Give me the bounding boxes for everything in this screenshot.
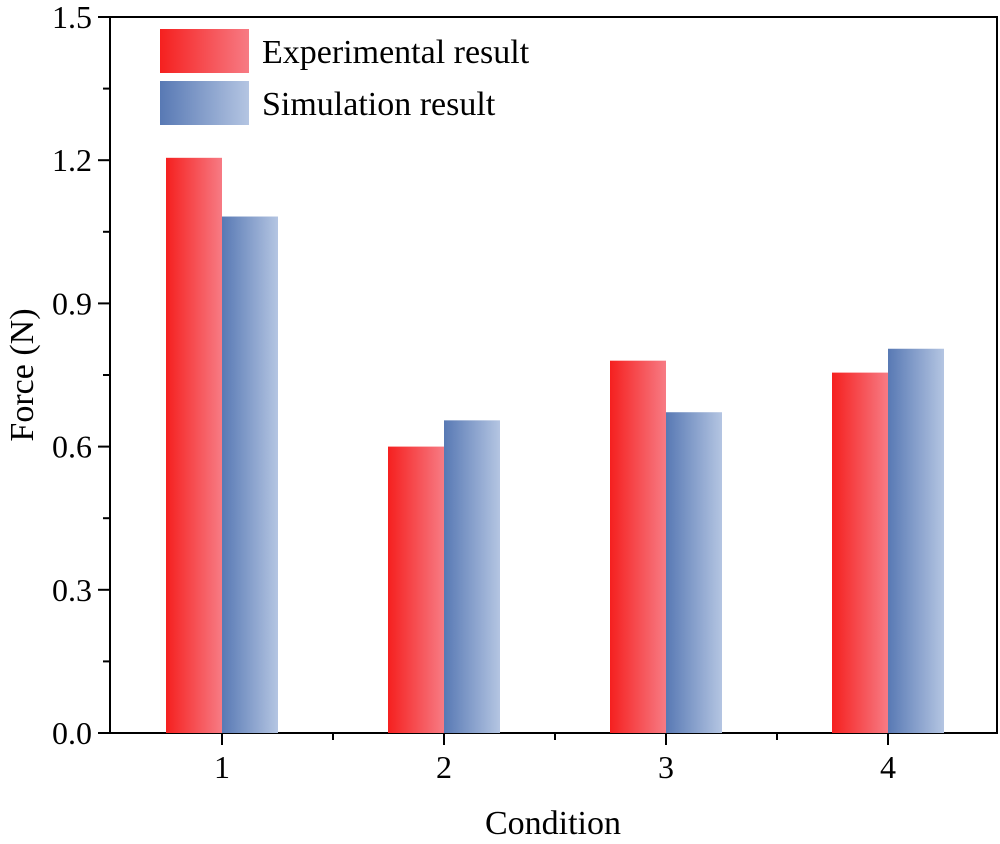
bar-experimental-4	[832, 372, 888, 733]
x-axis-ticks: 1 2 3 4	[214, 733, 896, 785]
x-tick-label: 2	[436, 749, 452, 785]
legend-swatch-experimental	[160, 29, 249, 73]
x-tick-label: 1	[214, 749, 230, 785]
y-tick-label: 0.9	[52, 285, 92, 321]
legend-swatch-simulation	[160, 81, 249, 125]
bar-experimental-2	[388, 446, 444, 733]
bar-simulation-4	[888, 348, 944, 733]
bar-series-group	[166, 157, 944, 733]
legend: Experimental result Simulation result	[160, 29, 530, 125]
bar-experimental-1	[166, 157, 222, 733]
legend-label-experimental: Experimental result	[262, 34, 530, 71]
y-axis-title: Force (N)	[4, 308, 41, 441]
x-tick-label: 3	[658, 749, 674, 785]
y-tick-label: 0.6	[52, 429, 92, 465]
y-tick-label: 1.5	[52, 0, 92, 35]
bar-simulation-1	[222, 216, 278, 733]
y-axis-ticks: 0.0 0.3 0.6 0.9 1.2 1.5	[52, 0, 110, 751]
bar-simulation-3	[666, 412, 722, 733]
bar-simulation-2	[444, 420, 500, 733]
y-tick-label: 0.0	[52, 715, 92, 751]
x-tick-label: 4	[880, 749, 896, 785]
legend-label-simulation: Simulation result	[262, 86, 496, 123]
y-tick-label: 1.2	[52, 142, 92, 178]
bar-experimental-3	[610, 360, 666, 733]
x-axis-title: Condition	[485, 805, 621, 839]
y-tick-label: 0.3	[52, 572, 92, 608]
